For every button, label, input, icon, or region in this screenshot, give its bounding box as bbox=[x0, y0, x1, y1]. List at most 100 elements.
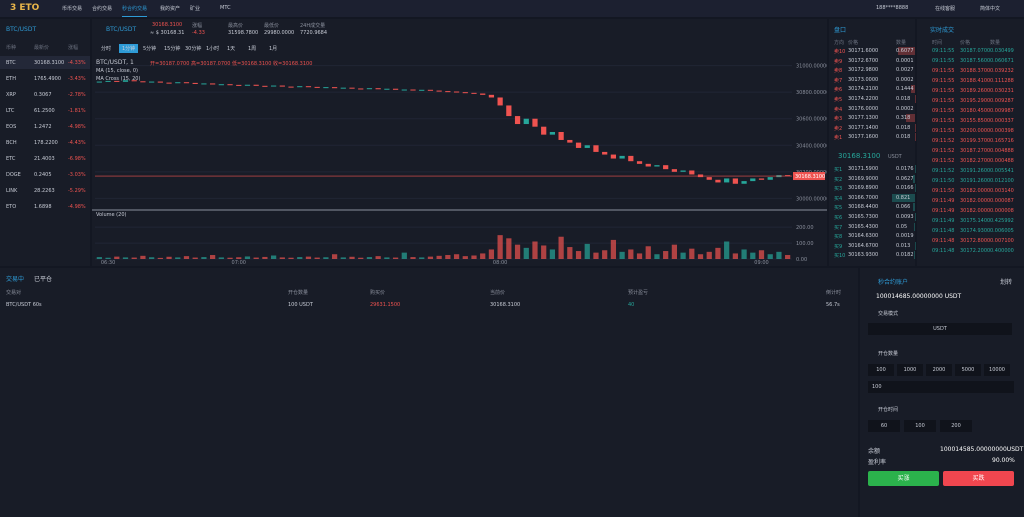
trade-cell: 0.060671 bbox=[990, 58, 1014, 64]
volume-bar bbox=[323, 257, 329, 259]
amount-button[interactable]: 1000 bbox=[897, 364, 923, 376]
amount-button[interactable]: 100 bbox=[868, 364, 894, 376]
book-side: 买5 bbox=[834, 205, 843, 212]
column-header: 方向 bbox=[834, 40, 845, 46]
rest-value: 100014585.00000000USDT bbox=[940, 446, 1024, 453]
mode-select[interactable]: USDT bbox=[868, 323, 1012, 335]
interval-tab[interactable]: 1小时 bbox=[206, 46, 220, 52]
market-cell[interactable]: ETH bbox=[6, 76, 16, 82]
candle bbox=[541, 126, 547, 135]
user-menu[interactable]: 188****8888 bbox=[876, 5, 909, 11]
column-header: 数量 bbox=[896, 40, 907, 46]
volume-bar bbox=[140, 255, 146, 259]
buy-button[interactable]: 买涨 bbox=[868, 471, 939, 486]
market-cell[interactable]: ETO bbox=[6, 204, 17, 210]
market-cell: -4.98% bbox=[68, 204, 86, 210]
trade-cell: 0.000087 bbox=[990, 198, 1014, 204]
market-cell[interactable]: LTC bbox=[6, 108, 15, 114]
sell-button[interactable]: 买跌 bbox=[943, 471, 1014, 486]
nav-item[interactable]: 币币交易 bbox=[62, 6, 83, 12]
book-qty: 0.821 bbox=[896, 194, 911, 201]
last-price-tag bbox=[793, 172, 825, 181]
interval-tab[interactable]: 1分钟 bbox=[119, 44, 139, 53]
amount-input[interactable]: 100 bbox=[868, 381, 1014, 393]
market-cell[interactable]: DOGE bbox=[6, 172, 21, 178]
volume-bar bbox=[532, 241, 538, 259]
volume-bar bbox=[445, 255, 451, 259]
service-link[interactable]: 在线客服 bbox=[935, 6, 956, 12]
market-cell: -4.98% bbox=[68, 124, 86, 130]
volume-bar bbox=[114, 256, 120, 259]
interval-tab[interactable]: 5分钟 bbox=[143, 46, 157, 52]
candle bbox=[392, 88, 399, 90]
time-button[interactable]: 200 bbox=[940, 420, 972, 432]
market-cell[interactable]: ETC bbox=[6, 156, 16, 162]
language-select[interactable]: 简体中文 bbox=[980, 6, 1001, 12]
usd-price: ≈ $ 30168.31 bbox=[150, 30, 185, 36]
time-button[interactable]: 100 bbox=[904, 420, 936, 432]
interval-tab[interactable]: 分时 bbox=[101, 46, 112, 52]
trade-cell: 0.111288 bbox=[990, 78, 1014, 84]
volume-bar bbox=[619, 251, 625, 259]
amount-button[interactable]: 10000 bbox=[984, 364, 1010, 376]
market-cell: 0.3067 bbox=[34, 92, 52, 98]
trade-cell: 30175.1400 bbox=[960, 218, 991, 224]
mode-label: 交易模式 bbox=[878, 311, 899, 317]
market-cell[interactable]: LINK bbox=[6, 188, 18, 194]
column-header: 涨幅 bbox=[68, 45, 79, 51]
trade-cell: 09:11:55 bbox=[932, 58, 955, 64]
nav-item[interactable]: 秒合约交易 bbox=[122, 5, 148, 17]
candle bbox=[419, 89, 425, 91]
interval-tab[interactable]: 30分钟 bbox=[185, 46, 202, 52]
trade-cell: 30188.3700 bbox=[960, 68, 991, 74]
candle bbox=[758, 178, 765, 180]
interval-tab[interactable]: 1月 bbox=[269, 46, 278, 52]
nav-item[interactable]: MTC bbox=[220, 5, 231, 11]
trade-cell: 09:11:52 bbox=[932, 138, 955, 144]
book-side: 卖8 bbox=[834, 68, 843, 75]
volume-tick-label: 100.00 bbox=[796, 241, 814, 247]
trade-cell: 09:11:52 bbox=[932, 168, 955, 174]
candle bbox=[323, 87, 329, 89]
trade-cell: 0.030231 bbox=[990, 88, 1014, 94]
book-side: 卖9 bbox=[834, 58, 843, 65]
candle bbox=[767, 177, 773, 180]
candle bbox=[532, 118, 538, 127]
market-cell[interactable]: BTC bbox=[6, 60, 16, 66]
interval-tab[interactable]: 1周 bbox=[248, 46, 257, 52]
volume-tick-label: 200.00 bbox=[796, 225, 814, 231]
candle bbox=[471, 92, 477, 94]
candle bbox=[654, 165, 660, 167]
book-price: 30172.6700 bbox=[848, 57, 879, 64]
volume-bar bbox=[628, 249, 634, 259]
position-cell: 30168.3100 bbox=[490, 302, 521, 308]
trade-cell: 30187.5600 bbox=[960, 58, 991, 64]
positions-tab[interactable]: 已平仓 bbox=[34, 276, 53, 283]
amount-button[interactable]: 5000 bbox=[955, 364, 981, 376]
nav-item[interactable]: 合约交易 bbox=[92, 6, 113, 12]
candle bbox=[288, 86, 294, 88]
market-cell[interactable]: BCH bbox=[6, 140, 17, 146]
nav-item[interactable]: 矿业 bbox=[190, 6, 201, 12]
interval-tab[interactable]: 15分钟 bbox=[164, 46, 181, 52]
candle bbox=[427, 89, 434, 91]
trade-cell: 09:11:48 bbox=[932, 248, 955, 254]
transfer-button[interactable]: 划转 bbox=[1000, 279, 1013, 286]
book-qty: 0.0002 bbox=[896, 76, 914, 83]
nav-item[interactable]: 我的资产 bbox=[160, 6, 181, 12]
amount-button[interactable]: 2000 bbox=[926, 364, 952, 376]
candle bbox=[384, 88, 390, 90]
book-side: 买1 bbox=[834, 167, 843, 173]
book-side: 卖2 bbox=[834, 125, 843, 132]
volume-bar bbox=[210, 255, 216, 259]
candle bbox=[497, 97, 503, 106]
market-cell[interactable]: XRP bbox=[6, 92, 16, 98]
mid-price: 30168.3100 bbox=[838, 152, 881, 160]
trade-cell: 0.005541 bbox=[990, 168, 1014, 174]
volume-bar bbox=[358, 257, 364, 259]
time-button[interactable]: 60 bbox=[868, 420, 900, 432]
interval-tab[interactable]: 1天 bbox=[227, 46, 236, 52]
positions-tab[interactable]: 交易中 bbox=[6, 276, 25, 283]
book-price: 30165.7300 bbox=[848, 214, 879, 220]
market-cell[interactable]: EOS bbox=[6, 124, 17, 130]
